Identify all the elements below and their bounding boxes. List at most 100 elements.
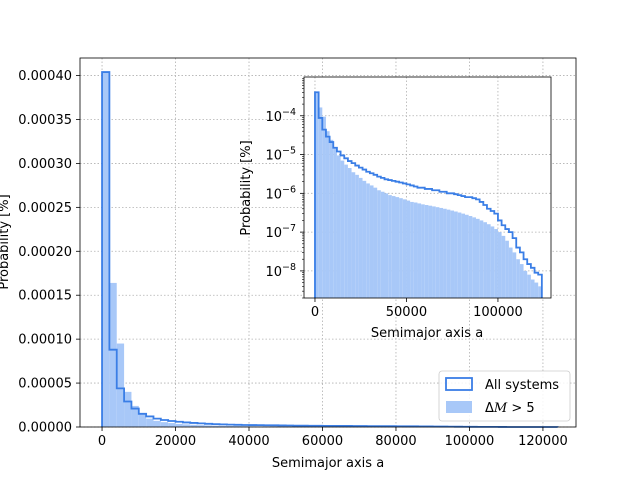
main-bar [226, 425, 235, 427]
inset-bar [406, 200, 411, 298]
main-bar [124, 391, 132, 427]
inset-y-tick-label: 10−7 [265, 223, 296, 241]
main-y-tick-label: 0.00035 [18, 113, 72, 128]
main-bar [182, 424, 191, 427]
main-bar [197, 425, 205, 427]
inset-bar [395, 197, 400, 298]
main-bar [204, 425, 213, 427]
inset-y-tick-label: 10−5 [265, 146, 296, 164]
main-y-tick-label: 0.00015 [18, 289, 72, 304]
inset-bar [457, 212, 462, 298]
inset-bar [366, 183, 370, 298]
main-bar [160, 422, 169, 427]
inset-bar [523, 270, 528, 298]
inset-bar [413, 202, 418, 298]
inset-bar [417, 203, 422, 298]
legend-label-delta-m: ΔM > 5 [485, 401, 535, 416]
inset-bar [450, 210, 455, 298]
inset-bar [384, 193, 389, 298]
main-x-tick-label: 100000 [445, 434, 495, 449]
main-bar [146, 418, 154, 427]
main-bar [109, 282, 117, 427]
main-x-axis-label: Semimajor axis a [272, 456, 384, 471]
inset-x-axis-label: Semimajor axis a [371, 326, 483, 341]
inset-bar [468, 216, 473, 298]
main-y-axis-label: Probability [%] [0, 194, 12, 289]
inset-bar [490, 226, 495, 298]
inset-bar [479, 220, 484, 298]
inset-bar [388, 195, 392, 298]
main-x-tick-label: 20000 [155, 434, 196, 449]
inset-bar [446, 209, 451, 298]
inset-bar [369, 185, 374, 298]
inset-filled-histogram [314, 92, 542, 299]
inset-bar [340, 160, 345, 298]
inset-bar [421, 204, 425, 298]
inset-bar [325, 131, 330, 298]
main-y-ticks: 0.00000 0.00005 0.00010 0.00015 0.00020 0.000… [18, 69, 80, 436]
inset-y-tick-label: 10−6 [265, 184, 296, 202]
main-y-tick-label: 0.00005 [18, 377, 72, 392]
inset-bar [428, 205, 433, 298]
legend-swatch-all-systems [445, 377, 473, 391]
main-y-tick-label: 0.00040 [18, 69, 72, 84]
inset-bar [497, 232, 502, 298]
main-bar [190, 424, 198, 427]
main-bar [234, 426, 242, 427]
main-bar [241, 426, 250, 427]
inset-bar [344, 164, 348, 298]
inset-x-ticks: 0 50000 100000 [311, 298, 523, 320]
inset-bar [454, 211, 458, 298]
inset-y-ticks: 10−8 10−7 10−6 10−5 10−4 [265, 78, 304, 299]
inset-bar [494, 229, 498, 298]
inset-bar [538, 286, 542, 298]
main-bar [212, 425, 220, 427]
inset-bar [439, 207, 444, 298]
inset-bar [483, 222, 487, 298]
inset-bar [329, 139, 334, 298]
inset-bar [424, 205, 429, 298]
inset-bar [519, 264, 524, 298]
main-bar [153, 420, 161, 427]
main-y-tick-label: 0.00020 [18, 245, 72, 260]
inset-bar [399, 198, 403, 298]
inset-bar [465, 214, 469, 298]
inset-bar [333, 147, 337, 298]
inset-bar [391, 196, 396, 298]
main-x-tick-label: 80000 [375, 434, 416, 449]
main-bar [138, 413, 147, 427]
inset-bar [486, 224, 491, 298]
inset-bar [508, 247, 513, 298]
inset-y-tick-label: 10−8 [265, 262, 296, 280]
main-x-tick-label: 120000 [518, 434, 568, 449]
inset-axes-frame [303, 76, 552, 299]
main-bar [168, 423, 176, 427]
inset-y-axis-label: Probability [%] [239, 140, 254, 235]
inset-bar [410, 201, 414, 298]
main-x-tick-label: 0 [98, 434, 106, 449]
main-y-tick-label: 0.00010 [18, 333, 72, 348]
inset-chart: 0 50000 100000 10−8 10−7 10−6 10−5 10−4 Semima… [239, 76, 552, 341]
inset-bar [516, 259, 520, 298]
inset-bar [336, 155, 341, 298]
main-y-tick-label: 0.00000 [18, 421, 72, 436]
inset-bar [402, 199, 407, 298]
inset-y-tick-label: 10−4 [265, 107, 296, 125]
legend: All systems ΔM > 5 [438, 370, 571, 422]
inset-step-histogram [314, 91, 543, 298]
inset-bar [322, 116, 326, 298]
inset-bar [512, 252, 517, 298]
inset-bar [358, 177, 363, 298]
inset-bar [318, 107, 323, 299]
main-bar [102, 72, 110, 428]
inset-bar [380, 191, 385, 298]
inset-bar [475, 218, 480, 298]
inset-bar [355, 174, 359, 298]
inset-bar [527, 274, 531, 298]
main-x-tick-label: 60000 [302, 434, 343, 449]
inset-bar [534, 282, 539, 298]
legend-label-all-systems: All systems [485, 378, 559, 393]
inset-bar [351, 172, 356, 298]
inset-bar [461, 213, 466, 298]
